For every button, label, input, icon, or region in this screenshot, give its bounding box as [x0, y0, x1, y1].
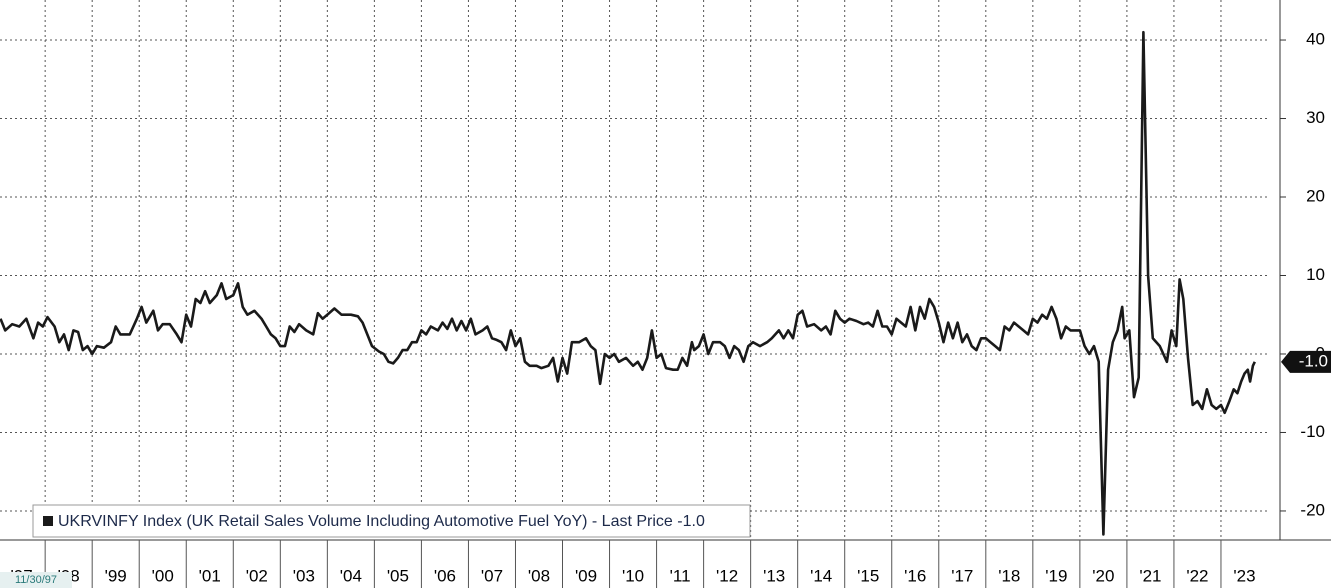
- x-tick-label: '22: [1186, 566, 1208, 585]
- x-tick-label: '11: [670, 566, 691, 585]
- x-tick-label: '14: [810, 566, 832, 585]
- x-tick-label: '19: [1045, 566, 1067, 585]
- y-tick-label: 20: [1306, 186, 1325, 205]
- start-date: 11/30/97: [15, 574, 57, 586]
- x-tick-label: '05: [387, 566, 409, 585]
- x-tick-label: '02: [246, 566, 268, 585]
- x-tick-label: '03: [293, 566, 315, 585]
- x-tick-label: '06: [434, 566, 456, 585]
- last-price-tag: [1281, 350, 1331, 373]
- x-tick-label: '21: [1139, 566, 1161, 585]
- x-tick-label: '23: [1233, 566, 1255, 585]
- y-tick-label: 30: [1306, 108, 1325, 127]
- x-tick-label: '20: [1092, 566, 1114, 585]
- legend-swatch: [43, 516, 53, 526]
- x-tick-label: '12: [716, 566, 738, 585]
- y-tick-label: 40: [1306, 30, 1325, 49]
- x-tick-label: '18: [998, 566, 1020, 585]
- x-tick-label: '04: [340, 566, 362, 585]
- y-tick-label: -20: [1300, 500, 1325, 519]
- legend: UKRVINFY Index (UK Retail Sales Volume I…: [32, 504, 751, 538]
- x-tick-label: '09: [575, 566, 597, 585]
- x-tick-label: '15: [857, 566, 879, 585]
- x-tick-label: '17: [951, 566, 973, 585]
- x-tick-label: '16: [904, 566, 926, 585]
- x-tick-label: '99: [105, 566, 127, 585]
- x-tick-label: '13: [763, 566, 785, 585]
- x-tick-label: '10: [622, 566, 644, 585]
- y-tick-label: 10: [1306, 265, 1325, 284]
- x-tick-label: '01: [199, 566, 221, 585]
- x-tick-label: '07: [481, 566, 503, 585]
- legend-box: [32, 504, 751, 538]
- series-line: [0, 30, 1256, 536]
- legend-label: UKRVINFY Index (UK Retail Sales Volume I…: [58, 513, 705, 530]
- start-date-bg: [0, 572, 72, 588]
- last-price-label: -1.0: [1299, 351, 1328, 370]
- x-tick-label: '00: [152, 566, 174, 585]
- x-tick-label: '08: [528, 566, 550, 585]
- y-tick-label: -10: [1300, 422, 1325, 441]
